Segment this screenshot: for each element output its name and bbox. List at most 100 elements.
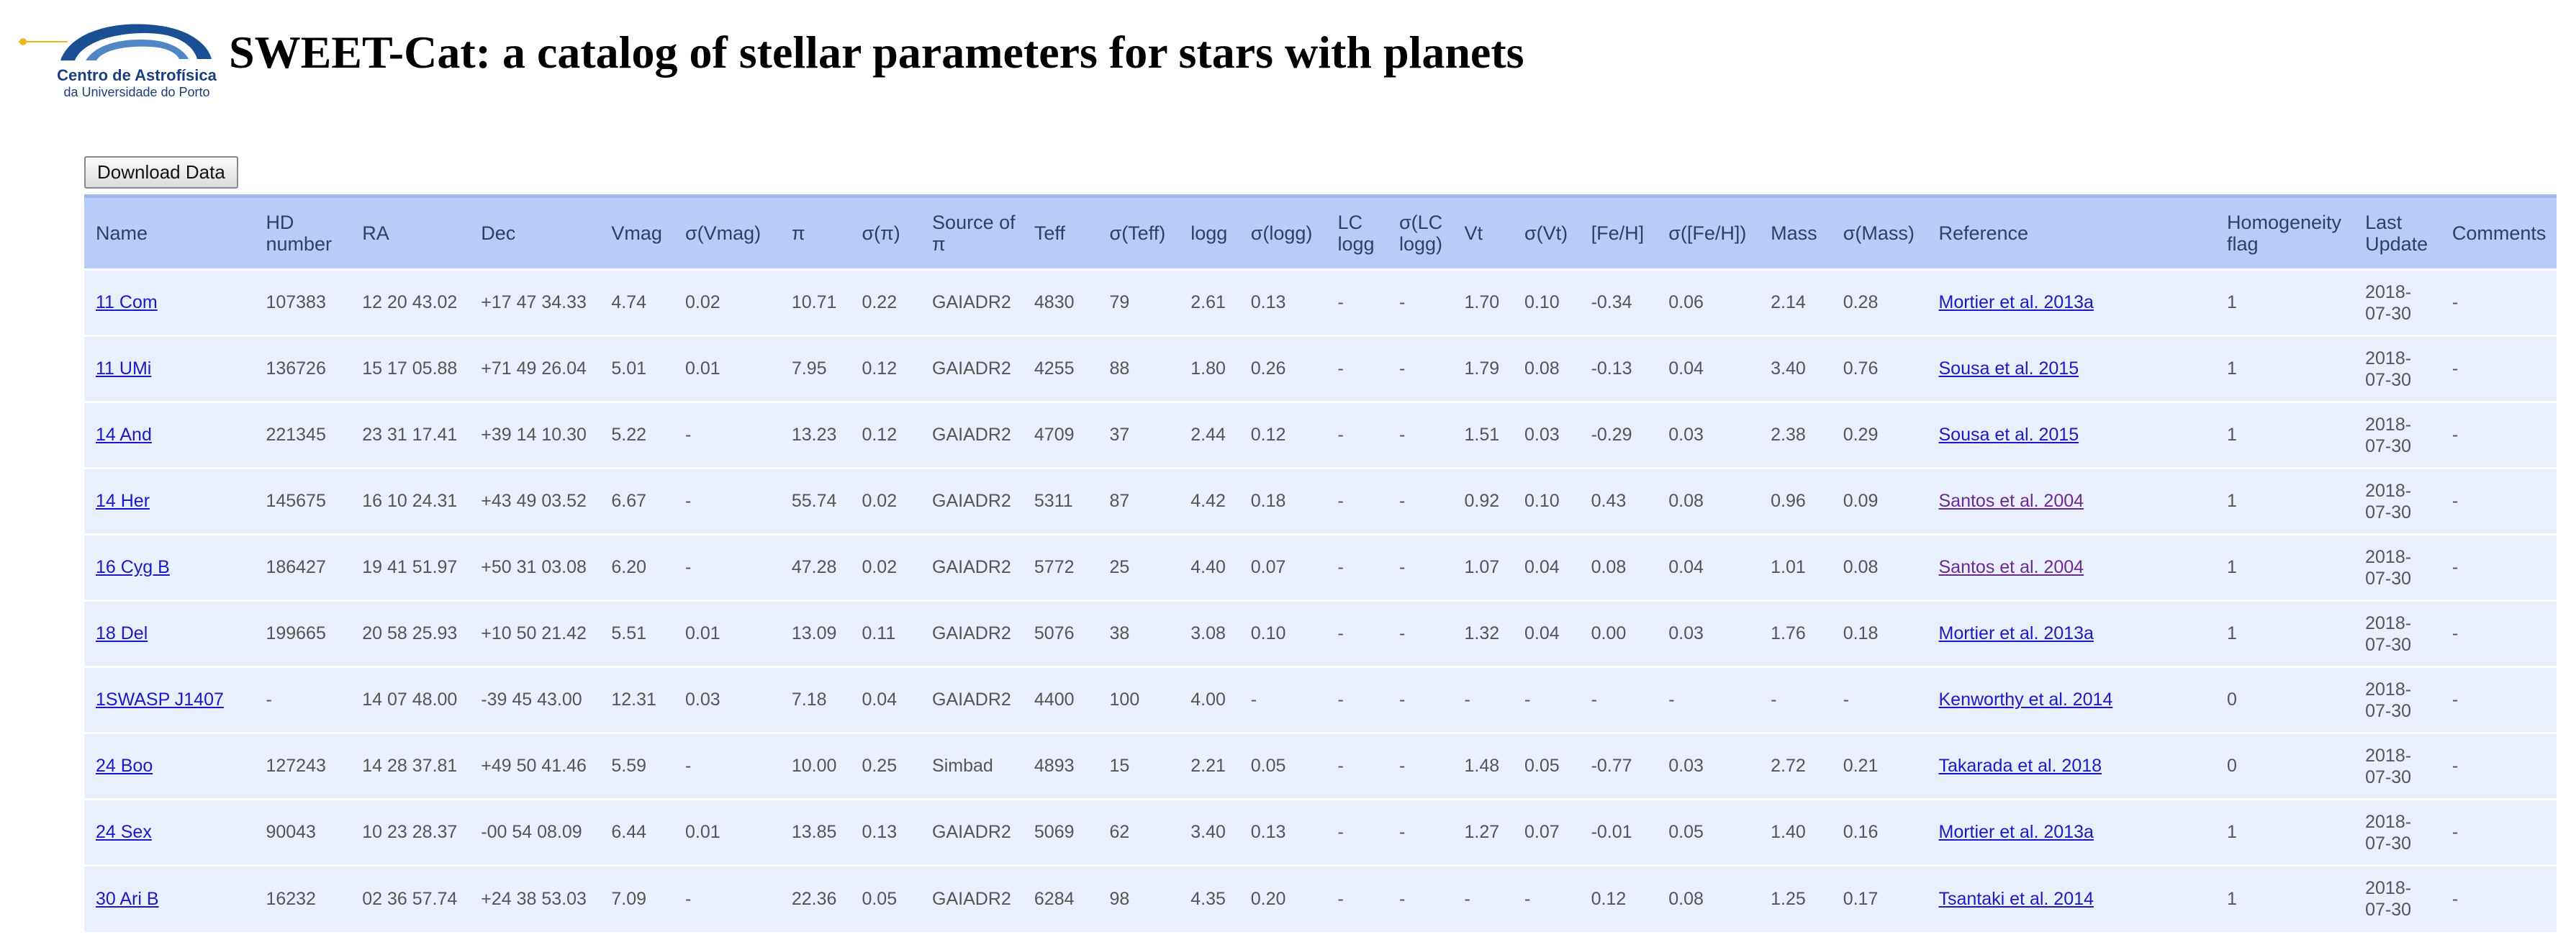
star-name-link[interactable]: 11 UMi bbox=[96, 358, 152, 379]
column-header[interactable]: logg bbox=[1190, 222, 1228, 244]
table-cell: 1 bbox=[2226, 557, 2237, 577]
table-cell: GAIADR2 bbox=[932, 822, 1011, 842]
column-header[interactable]: Dec bbox=[481, 222, 516, 244]
column-header[interactable]: Vt bbox=[1464, 222, 1483, 244]
table-cell: - bbox=[1337, 756, 1344, 776]
column-header[interactable]: [Fe/H] bbox=[1591, 222, 1645, 244]
table-cell: 1.07 bbox=[1464, 557, 1500, 577]
column-header[interactable]: Source of π bbox=[932, 212, 1016, 255]
star-name-link[interactable]: 16 Cyg B bbox=[96, 557, 170, 577]
table-cell: 0.04 bbox=[1668, 358, 1704, 379]
column-header[interactable]: σ(Teff) bbox=[1109, 222, 1166, 244]
table-cell: 13.09 bbox=[791, 623, 837, 643]
table-cell: 0.21 bbox=[1843, 756, 1879, 776]
table-cell: 0.03 bbox=[1668, 623, 1704, 643]
table-cell: 1.80 bbox=[1190, 358, 1226, 379]
column-header[interactable]: π bbox=[791, 222, 805, 244]
star-name-link[interactable]: 24 Boo bbox=[96, 756, 153, 776]
reference-link[interactable]: Mortier et al. 2013a bbox=[1938, 623, 2094, 643]
column-header[interactable]: σ([Fe/H]) bbox=[1668, 222, 1747, 244]
reference-link[interactable]: Santos et al. 2004 bbox=[1938, 557, 2084, 577]
column-header[interactable]: Homogeneity flag bbox=[2226, 212, 2342, 255]
reference-link[interactable]: Takarada et al. 2018 bbox=[1938, 756, 2102, 776]
table-row: 16 Cyg B 186427 19 41 51.97 +50 31 03.08 6.2… bbox=[84, 534, 2557, 601]
table-cell: 0.03 bbox=[1668, 425, 1704, 445]
column-header[interactable]: RA bbox=[362, 222, 389, 244]
cafisica-logo[interactable]: Centro de Astrofísica da Universidade do… bbox=[17, 16, 226, 102]
table-cell: - bbox=[1337, 888, 1344, 909]
column-header[interactable]: σ(Vmag) bbox=[684, 222, 761, 244]
table-cell: 136726 bbox=[266, 358, 326, 379]
star-name-link[interactable]: 14 Her bbox=[96, 491, 150, 511]
table-cell: 0.29 bbox=[1843, 425, 1879, 445]
reference-link[interactable]: Mortier et al. 2013a bbox=[1938, 822, 2094, 842]
table-cell: - bbox=[2451, 491, 2459, 511]
reference-link[interactable]: Tsantaki et al. 2014 bbox=[1938, 888, 2094, 909]
column-header[interactable]: σ(Mass) bbox=[1843, 222, 1915, 244]
table-cell: 2.14 bbox=[1771, 292, 1806, 312]
table-row: 14 Her 145675 16 10 24.31 +43 49 03.52 6.67 -… bbox=[84, 468, 2557, 535]
table-cell: 0.04 bbox=[862, 689, 898, 710]
table-cell: 0.12 bbox=[862, 358, 898, 379]
table-cell: -39 45 43.00 bbox=[481, 689, 582, 710]
table-cell: 2018-07-30 bbox=[2365, 414, 2412, 456]
table-cell: 25 bbox=[1109, 557, 1130, 577]
table-cell: - bbox=[2451, 689, 2459, 710]
column-header[interactable]: Mass bbox=[1771, 222, 1817, 244]
table-cell: 0.08 bbox=[1524, 358, 1560, 379]
star-name-link[interactable]: 11 Com bbox=[96, 292, 158, 312]
star-name-link[interactable]: 14 And bbox=[96, 425, 152, 445]
table-cell: -0.77 bbox=[1591, 756, 1632, 776]
column-header[interactable]: LC logg bbox=[1337, 212, 1375, 255]
page-header: Centro de Astrofísica da Universidade do… bbox=[0, 0, 2576, 122]
reference-cell: Sousa et al. 2015 bbox=[1928, 402, 2215, 469]
table-cell: GAIADR2 bbox=[932, 292, 1011, 312]
table-cell: 2.44 bbox=[1190, 425, 1226, 445]
column-header[interactable]: σ(logg) bbox=[1250, 222, 1313, 244]
table-cell: 0.76 bbox=[1843, 358, 1879, 379]
star-name-link[interactable]: 18 Del bbox=[96, 623, 148, 643]
column-header[interactable]: Last Update bbox=[2365, 212, 2428, 255]
reference-link[interactable]: Sousa et al. 2015 bbox=[1938, 425, 2079, 445]
column-header[interactable]: σ(LC logg) bbox=[1398, 212, 1443, 255]
table-cell: GAIADR2 bbox=[932, 491, 1011, 511]
table-cell: 4255 bbox=[1034, 358, 1075, 379]
table-cell: +71 49 26.04 bbox=[481, 358, 587, 379]
star-name-link[interactable]: 30 Ari B bbox=[96, 888, 159, 909]
reference-link[interactable]: Santos et al. 2004 bbox=[1938, 491, 2084, 511]
download-data-button[interactable]: Download Data bbox=[84, 156, 238, 189]
table-cell: 1.27 bbox=[1464, 822, 1500, 842]
table-cell: 1.79 bbox=[1464, 358, 1500, 379]
star-name-link[interactable]: 1SWASP J1407 bbox=[96, 689, 224, 710]
table-cell: 2018-07-30 bbox=[2365, 612, 2412, 655]
reference-link[interactable]: Sousa et al. 2015 bbox=[1938, 358, 2079, 379]
table-cell: - bbox=[1337, 822, 1344, 842]
table-cell: 0 bbox=[2226, 689, 2237, 710]
table-cell: - bbox=[2451, 756, 2459, 776]
star-name-link[interactable]: 24 Sex bbox=[96, 822, 152, 842]
column-header[interactable]: Teff bbox=[1034, 222, 1065, 244]
table-cell: - bbox=[1398, 756, 1406, 776]
column-header[interactable]: Name bbox=[96, 222, 148, 244]
table-cell: 14 07 48.00 bbox=[362, 689, 458, 710]
column-header[interactable]: Vmag bbox=[611, 222, 662, 244]
table-cell: 0.08 bbox=[1591, 557, 1627, 577]
column-header[interactable]: Comments bbox=[2451, 222, 2546, 244]
column-header[interactable]: σ(Vt) bbox=[1524, 222, 1568, 244]
table-cell: - bbox=[684, 888, 692, 909]
table-cell: 2.38 bbox=[1771, 425, 1806, 445]
table-cell: 0.03 bbox=[1668, 756, 1704, 776]
star-name-cell: 16 Cyg B bbox=[84, 535, 254, 601]
table-cell: - bbox=[1591, 689, 1597, 710]
reference-link[interactable]: Mortier et al. 2013a bbox=[1938, 292, 2094, 312]
column-header[interactable]: Reference bbox=[1938, 222, 2029, 244]
table-cell: 0.18 bbox=[1843, 623, 1879, 643]
table-cell: 6.67 bbox=[611, 491, 647, 511]
table-cell: - bbox=[1398, 822, 1406, 842]
table-cell: - bbox=[1337, 292, 1344, 312]
table-cell: 62 bbox=[1109, 822, 1130, 842]
reference-link[interactable]: Kenworthy et al. 2014 bbox=[1938, 689, 2113, 710]
column-header[interactable]: HD number bbox=[266, 212, 332, 255]
table-cell: - bbox=[1398, 623, 1406, 643]
column-header[interactable]: σ(π) bbox=[862, 222, 900, 244]
